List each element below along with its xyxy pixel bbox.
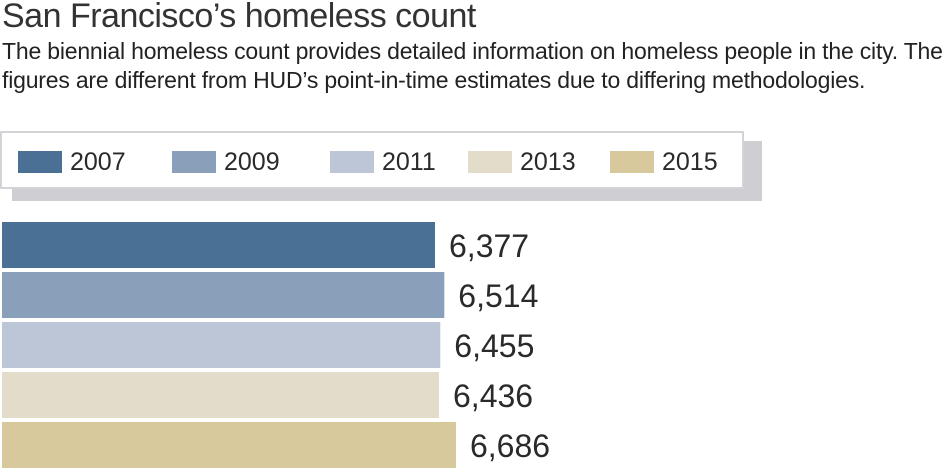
chart-subtitle: The biennial homeless count provides det… bbox=[2, 38, 943, 93]
legend-swatch-2009 bbox=[172, 151, 216, 173]
value-label-2013: 6,436 bbox=[453, 378, 533, 414]
legend-swatch-2011 bbox=[330, 151, 374, 173]
legend-label-2011: 2011 bbox=[382, 148, 436, 176]
value-label-2011: 6,455 bbox=[454, 328, 534, 364]
value-label-2015: 6,686 bbox=[470, 428, 550, 464]
bar-2015 bbox=[2, 422, 456, 468]
value-label-2009: 6,514 bbox=[458, 278, 538, 314]
chart-title: San Francisco’s homeless count bbox=[2, 0, 476, 35]
legend-label-2013: 2013 bbox=[520, 148, 576, 176]
legend-swatch-2007 bbox=[18, 151, 62, 173]
legend-label-2007: 2007 bbox=[70, 148, 126, 176]
bar-2011 bbox=[2, 322, 441, 368]
legend-swatch-2015 bbox=[610, 151, 654, 173]
legend-label-2009: 2009 bbox=[224, 148, 280, 176]
bar-2007 bbox=[2, 222, 435, 268]
legend-label-2015: 2015 bbox=[662, 148, 718, 176]
bar-2009 bbox=[2, 272, 445, 318]
value-label-2007: 6,377 bbox=[449, 228, 529, 264]
bar-2013 bbox=[2, 372, 440, 418]
legend: 2007 2009 2011 2013 2015 bbox=[0, 131, 744, 189]
legend-swatch-2013 bbox=[468, 151, 512, 173]
